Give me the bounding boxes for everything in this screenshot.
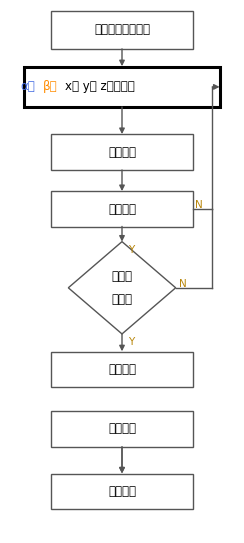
Text: N: N: [179, 279, 186, 289]
Bar: [51, 412, 193, 446]
Text: 后续工艺: 后续工艺: [108, 422, 136, 435]
Bar: [51, 11, 193, 49]
Text: α、: α、: [21, 80, 35, 93]
Text: Y: Y: [128, 245, 134, 255]
Text: x、 y、 z位置调节: x、 y、 z位置调节: [65, 80, 134, 93]
Text: Y: Y: [128, 337, 134, 347]
Polygon shape: [68, 242, 176, 334]
Text: N: N: [195, 200, 203, 210]
Bar: [24, 67, 220, 108]
Text: 线圈完成: 线圈完成: [108, 485, 136, 498]
Bar: [51, 192, 193, 227]
Text: β、: β、: [43, 80, 57, 93]
Text: 模块固定: 模块固定: [108, 363, 136, 376]
Text: 涡流满: 涡流满: [112, 270, 132, 283]
Bar: [51, 135, 193, 169]
Text: 线圈模块初始位置: 线圈模块初始位置: [94, 23, 150, 36]
Text: 完成所有: 完成所有: [108, 203, 136, 216]
Text: 足需求: 足需求: [112, 293, 132, 306]
Text: 涡流测量: 涡流测量: [108, 146, 136, 159]
Bar: [51, 352, 193, 387]
Bar: [51, 473, 193, 509]
